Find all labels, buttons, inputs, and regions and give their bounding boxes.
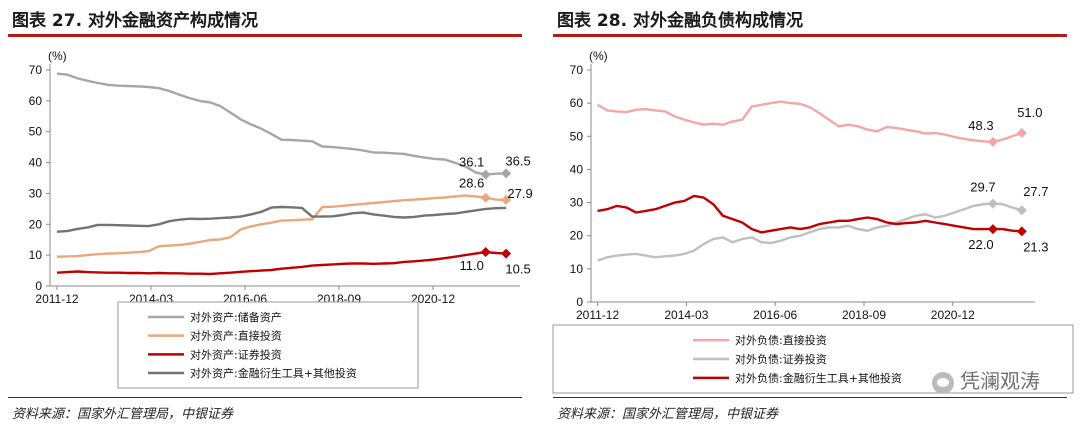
- series-line: [56, 205, 507, 233]
- data-marker: [480, 169, 491, 180]
- series-line: [597, 202, 1023, 262]
- data-marker: [987, 136, 998, 147]
- series-3: 22.0 21.3: [597, 194, 1049, 254]
- x-tick-label: 2020-12: [411, 292, 455, 306]
- series-line: [56, 194, 507, 258]
- series-4: [56, 205, 507, 233]
- source-rule: [553, 397, 1067, 398]
- data-label: 28.6: [459, 176, 484, 191]
- series-2: 29.7 27.7: [597, 180, 1049, 262]
- data-marker: [480, 192, 491, 203]
- data-marker: [987, 198, 998, 209]
- data-label: 10.5: [505, 262, 530, 277]
- x-tick-label: 2011-12: [35, 292, 78, 306]
- series-line: [597, 194, 1022, 234]
- data-marker: [501, 168, 512, 179]
- legend-box: [552, 324, 1074, 394]
- legend: 对外资产:储备资产对外资产:直接投资对外资产:证券投资对外资产:金融衍生工具+其…: [117, 301, 419, 389]
- y-tick-label: 70: [570, 63, 584, 77]
- watermark-text: 凭澜观涛: [960, 369, 1040, 393]
- data-label: 11.0: [460, 258, 484, 273]
- series-1: 48.3 51.0: [596, 100, 1043, 147]
- x-tick-label: 2011-12: [576, 308, 619, 322]
- y-tick-label: 70: [29, 63, 43, 77]
- y-unit-label: (%): [48, 49, 67, 63]
- legend-entry: 对外资产:金融衍生工具+其他投资: [190, 366, 357, 380]
- legend-entry: 对外资产:证券投资: [190, 347, 282, 361]
- y-tick-label: 20: [570, 229, 584, 243]
- y-tick-label: 40: [29, 156, 43, 170]
- legend-entry: 对外负债:金融衍生工具+其他投资: [735, 371, 902, 385]
- title-rule: [8, 34, 522, 37]
- y-tick-label: 30: [29, 186, 43, 200]
- chart-title: 图表 27. 对外金融资产构成情况: [12, 11, 258, 31]
- title-rule: [553, 34, 1067, 37]
- watermark: 凭澜观涛: [932, 365, 1040, 394]
- y-tick-label: 20: [29, 217, 43, 231]
- data-label: 27.9: [507, 186, 532, 201]
- x-tick-label: 2020-12: [931, 308, 975, 322]
- data-label: 36.1: [459, 155, 484, 170]
- data-marker: [501, 248, 512, 259]
- data-label: 22.0: [968, 237, 993, 252]
- data-label: 51.0: [1017, 105, 1042, 120]
- data-marker: [480, 247, 491, 258]
- y-tick-label: 60: [29, 94, 43, 108]
- y-tick-label: 10: [29, 248, 43, 262]
- data-marker: [1016, 226, 1027, 237]
- y-tick-label: 50: [570, 129, 584, 143]
- legend-entry: 对外资产:储备资产: [190, 310, 282, 324]
- series-line: [56, 250, 507, 276]
- x-tick-label: 2016-06: [753, 308, 797, 322]
- y-tick-label: 0: [576, 295, 583, 309]
- y-tick-label: 50: [29, 125, 43, 139]
- data-label: 29.7: [970, 180, 995, 195]
- source-note: 资料来源：国家外汇管理局，中银证券: [557, 407, 779, 422]
- legend-entry: 对外负债:证券投资: [735, 352, 827, 366]
- y-tick-label: 0: [35, 279, 42, 293]
- left-chart-panel: 图表 27. 对外金融资产构成情况 (%) 0 10 20 30 40 50 60 70 2011…: [0, 0, 533, 429]
- data-label: 27.7: [1023, 184, 1048, 199]
- right-chart: (%) 0 10 20 30 40 50 60 70 2011-12 2014-03 2016-06 2…: [552, 49, 1074, 394]
- series-line: [56, 72, 507, 176]
- series-3: 11.0 10.5: [56, 247, 531, 277]
- right-chart-panel: 图表 28. 对外金融负债构成情况 (%) 0 10 20 30 40 50 60 70 2011…: [545, 0, 1075, 429]
- data-marker: [1016, 127, 1027, 138]
- y-tick-label: 30: [570, 196, 584, 210]
- data-label: 36.5: [505, 153, 530, 168]
- source-rule: [8, 397, 522, 398]
- data-marker: [501, 194, 512, 205]
- legend-entry: 对外资产:直接投资: [190, 329, 282, 343]
- wechat-icon: [932, 371, 954, 394]
- data-label: 21.3: [1023, 239, 1048, 254]
- y-tick-label: 40: [570, 162, 584, 176]
- x-tick-label: 2018-09: [842, 308, 886, 322]
- y-tick-label: 10: [570, 262, 584, 276]
- data-marker: [987, 224, 998, 235]
- x-tick-label: 2014-03: [664, 308, 708, 322]
- series-1: 36.1 36.5: [56, 72, 531, 180]
- y-tick-label: 60: [570, 96, 584, 110]
- legend-entry: 对外负债:直接投资: [735, 333, 827, 347]
- chart-title: 图表 28. 对外金融负债构成情况: [557, 11, 803, 31]
- y-unit-label: (%): [589, 49, 608, 63]
- data-label: 48.3: [968, 118, 993, 133]
- source-note: 资料来源：国家外汇管理局，中银证券: [12, 407, 234, 422]
- series-2: 28.6 27.9: [56, 176, 533, 258]
- data-marker: [1016, 205, 1027, 216]
- series-line: [596, 100, 1023, 144]
